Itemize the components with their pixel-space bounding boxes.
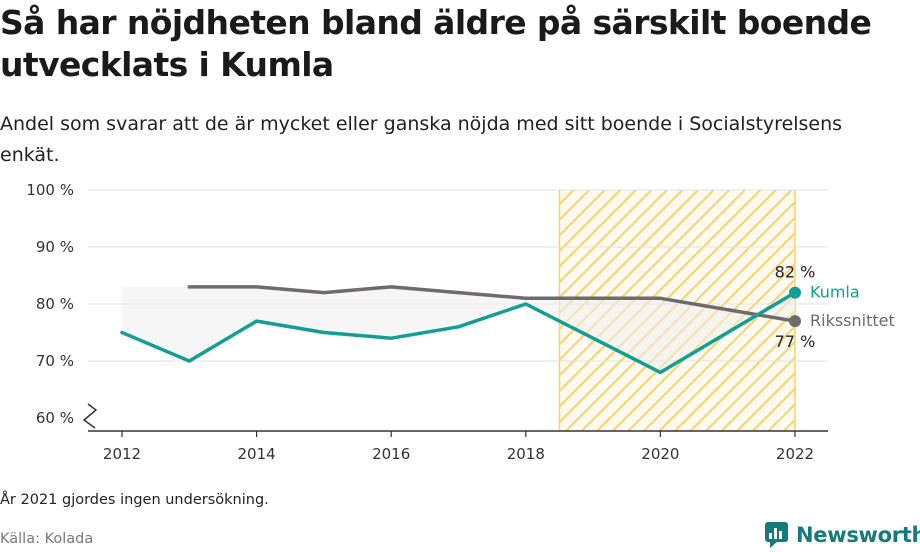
chart-title: Så har nöjdheten bland äldre på särskilt… xyxy=(0,3,872,84)
end-marker-rikssnittet xyxy=(789,315,801,328)
line-chart: 100 % 90 % 80 % 70 % 60 % 2012 2014 2016 2018 202… xyxy=(26,181,895,463)
series-label-kumla: Kumla xyxy=(810,283,860,302)
chart-subtitle: Andel som svarar att de är mycket eller … xyxy=(0,113,843,166)
data-label-kumla: 82 % xyxy=(775,263,816,282)
series-line-kumla xyxy=(120,290,797,375)
x-tick-label: 2016 xyxy=(372,445,410,463)
series-label-rikssnittet: Rikssnittet xyxy=(810,311,895,330)
brand-logo: Newsworthy xyxy=(764,519,920,551)
y-tick-label: 70 % xyxy=(36,352,74,370)
x-tick-label: 2022 xyxy=(776,445,814,463)
source-note: Källa: Kolada xyxy=(0,531,94,547)
end-marker-kumla xyxy=(789,286,801,299)
y-tick-label: 100 % xyxy=(26,181,74,199)
y-tick-label: 90 % xyxy=(36,238,74,256)
x-tick-label: 2018 xyxy=(507,445,545,463)
x-tick-label: 2014 xyxy=(238,445,276,463)
footnote: År 2021 gjordes ingen undersökning. xyxy=(0,492,269,508)
series-line-rikssnittet xyxy=(187,285,797,323)
y-tick-label: 60 % xyxy=(36,409,74,427)
difference-area xyxy=(122,286,795,373)
brand-name: Newsworthy xyxy=(796,523,920,547)
axis-break-icon xyxy=(82,403,98,429)
bar-chart-icon xyxy=(765,522,788,548)
x-tick-label: 2012 xyxy=(103,445,141,463)
x-tick-label: 2020 xyxy=(641,445,679,463)
y-tick-label: 80 % xyxy=(36,295,74,313)
data-label-rikssnittet: 77 % xyxy=(775,332,816,351)
